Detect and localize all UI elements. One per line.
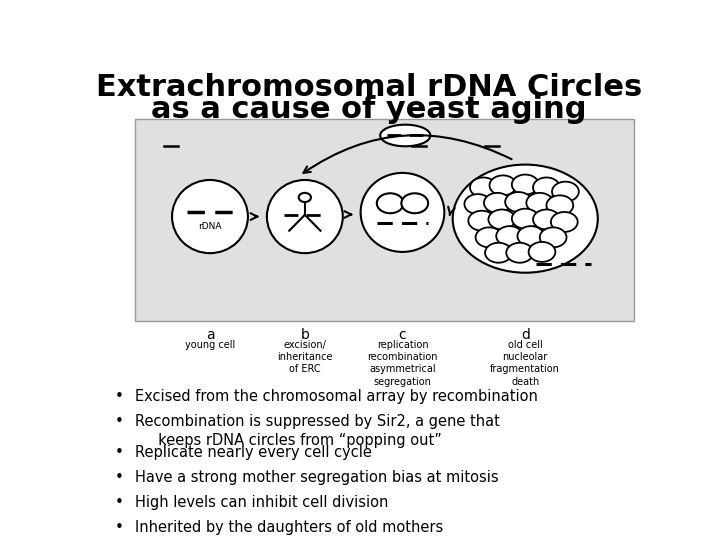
Circle shape (488, 210, 516, 230)
Text: rDNA: rDNA (198, 222, 222, 232)
Circle shape (533, 210, 560, 230)
Circle shape (533, 178, 560, 198)
Circle shape (476, 227, 503, 247)
Text: •: • (115, 389, 124, 404)
Text: Excised from the chromosomal array by recombination: Excised from the chromosomal array by re… (135, 389, 538, 404)
FancyBboxPatch shape (135, 119, 634, 321)
Text: d: d (521, 328, 530, 342)
Text: •: • (115, 470, 124, 485)
Text: Inherited by the daughters of old mothers: Inherited by the daughters of old mother… (135, 520, 443, 535)
Text: Recombination is suppressed by Sir2, a gene that
     keeps rDNA circles from “p: Recombination is suppressed by Sir2, a g… (135, 414, 500, 448)
Circle shape (518, 226, 544, 246)
Circle shape (496, 226, 523, 246)
Ellipse shape (172, 180, 248, 253)
Circle shape (401, 193, 428, 213)
Text: Replicate nearly every cell cycle: Replicate nearly every cell cycle (135, 446, 372, 460)
Text: b: b (300, 328, 310, 342)
Text: old cell
nucleolar
fragmentation
death: old cell nucleolar fragmentation death (490, 340, 560, 387)
Text: Have a strong mother segregation bias at mitosis: Have a strong mother segregation bias at… (135, 470, 498, 485)
Text: •: • (115, 520, 124, 535)
Text: c: c (399, 328, 406, 342)
Circle shape (546, 195, 573, 215)
Circle shape (505, 192, 532, 212)
Circle shape (506, 243, 533, 263)
Circle shape (551, 212, 577, 232)
Text: Extrachromosomal rDNA Circles: Extrachromosomal rDNA Circles (96, 73, 642, 102)
Text: a: a (206, 328, 215, 342)
Circle shape (464, 194, 491, 214)
Circle shape (490, 176, 516, 195)
Ellipse shape (361, 173, 444, 252)
Circle shape (377, 193, 404, 213)
Text: •: • (115, 495, 124, 510)
Ellipse shape (380, 125, 431, 146)
Text: excision/
inheritance
of ERC: excision/ inheritance of ERC (277, 340, 333, 374)
Circle shape (512, 174, 539, 194)
Ellipse shape (453, 165, 598, 273)
Circle shape (299, 193, 311, 202)
Text: as a cause of yeast aging: as a cause of yeast aging (151, 95, 587, 124)
Text: young cell: young cell (185, 340, 235, 349)
Ellipse shape (267, 180, 343, 253)
Circle shape (484, 193, 510, 213)
Circle shape (512, 208, 539, 228)
Circle shape (470, 178, 497, 198)
Circle shape (485, 243, 512, 263)
Circle shape (468, 211, 495, 231)
Circle shape (526, 193, 553, 213)
Circle shape (528, 242, 555, 262)
Text: •: • (115, 446, 124, 460)
Text: High levels can inhibit cell division: High levels can inhibit cell division (135, 495, 388, 510)
Text: •: • (115, 414, 124, 429)
Circle shape (540, 227, 567, 247)
Circle shape (552, 181, 579, 201)
Text: replication
recombination
asymmetrical
segregation: replication recombination asymmetrical s… (367, 340, 438, 387)
